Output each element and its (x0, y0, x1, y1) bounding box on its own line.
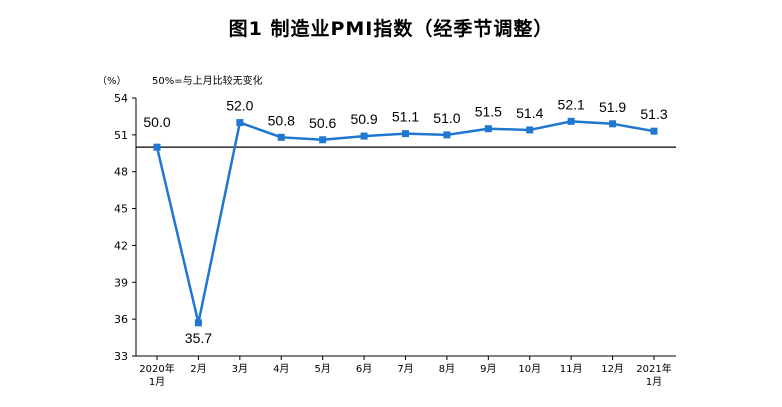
data-label: 51.3 (640, 106, 667, 122)
y-tick-label: 48 (114, 166, 128, 179)
data-point-marker (567, 117, 575, 125)
chart-title: 图1 制造业PMI指数（经季节调整） (228, 18, 554, 40)
x-tick-label: 6月 (356, 363, 372, 375)
y-tick-label: 42 (114, 239, 128, 252)
x-tick-label: 4月 (273, 363, 289, 375)
y-tick-label: 39 (114, 276, 128, 289)
x-tick-label: 5月 (314, 363, 330, 375)
x-tick-label: 9月 (480, 363, 496, 375)
data-point-marker (526, 126, 534, 134)
y-tick-label: 45 (114, 203, 128, 216)
y-tick-label: 54 (114, 92, 128, 105)
data-point-marker (484, 125, 492, 133)
x-tick-label: 11月 (560, 363, 583, 375)
data-label: 51.4 (516, 105, 543, 121)
data-point-marker (443, 131, 451, 139)
data-label: 52.1 (558, 96, 585, 112)
x-tick-label: 10月 (518, 363, 541, 375)
data-point-marker (609, 120, 617, 128)
y-axis-unit-label: （%） (97, 76, 127, 87)
data-label: 52.0 (226, 98, 253, 114)
reference-note: 50%=与上月比较无变化 (152, 76, 263, 87)
data-point-marker (277, 133, 285, 141)
data-label: 51.1 (392, 109, 419, 125)
x-tick-label: 8月 (439, 363, 455, 375)
data-label: 50.6 (309, 115, 336, 131)
x-tick-label: 12月 (601, 363, 624, 375)
data-point-marker (360, 132, 368, 140)
y-tick-label: 51 (114, 129, 128, 142)
x-tick-label: 2020年 (139, 362, 174, 375)
data-point-marker (236, 119, 244, 127)
data-point-marker (194, 319, 202, 327)
x-tick-label: 1月 (646, 376, 662, 388)
x-tick-label: 7月 (397, 363, 413, 375)
x-tick-label: 2021年 (636, 362, 671, 375)
pmi-series-line (155, 120, 655, 325)
x-tick-label: 1月 (149, 376, 165, 388)
data-label: 51.5 (475, 104, 502, 120)
data-label: 50.9 (350, 111, 377, 127)
data-label: 50.8 (268, 112, 295, 128)
data-label: 51.0 (433, 110, 460, 126)
y-tick-label: 36 (114, 313, 128, 326)
data-label: 35.7 (185, 330, 212, 346)
x-tick-label: 3月 (232, 363, 248, 375)
y-tick-label: 33 (114, 350, 128, 363)
data-point-marker (153, 143, 161, 151)
data-label: 51.9 (599, 99, 626, 115)
data-point-marker (650, 127, 658, 135)
data-point-marker (402, 130, 409, 138)
x-tick-label: 2月 (190, 363, 206, 375)
data-label: 50.0 (143, 114, 170, 130)
data-point-marker (319, 136, 327, 144)
